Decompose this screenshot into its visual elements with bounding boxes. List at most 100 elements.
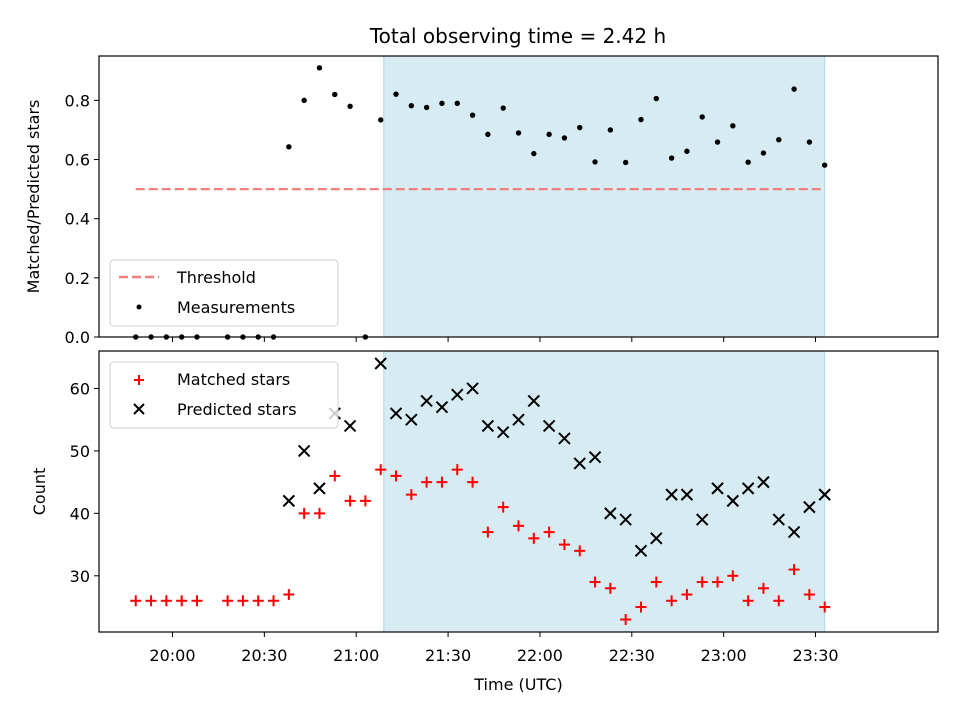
predicted-star-point [558, 432, 571, 445]
matched-star-point [620, 614, 632, 626]
predicted-star-point [803, 500, 816, 514]
bottom-y-tick-label: 50 [70, 442, 90, 461]
x-tick-label: 20:00 [149, 646, 195, 665]
measurement-point [776, 137, 782, 143]
matched-star-point [421, 476, 433, 488]
measurement-point [393, 91, 399, 97]
bottom-legend: Matched stars Predicted stars [109, 361, 339, 429]
measurement-point [332, 91, 338, 98]
matched-star-point [513, 520, 524, 532]
measurement-point [791, 86, 797, 92]
predicted-stars-points [282, 357, 831, 558]
predicted-star-point [711, 482, 724, 495]
threshold-legend-label: Threshold [176, 268, 256, 287]
matched-stars-points [130, 464, 831, 626]
matched-star-point [191, 595, 203, 607]
bottom-y-tick-label: 40 [70, 504, 90, 523]
x-tick-label: 21:30 [425, 646, 471, 665]
bottom-y-tick-label: 60 [70, 379, 90, 398]
measurement-point [684, 148, 690, 154]
matched-star-point [160, 595, 172, 607]
predicted-star-point [604, 507, 617, 520]
measurement-point [439, 100, 445, 107]
top-legend-box [109, 259, 339, 327]
matched-star-point [803, 589, 815, 601]
measurement-point [699, 114, 705, 120]
x-axis-label: Time (UTC) [473, 675, 562, 694]
measurement-point [485, 131, 491, 138]
measurement-point [668, 155, 675, 161]
matched-star-point [712, 576, 724, 588]
measurement-point [806, 139, 813, 145]
matched-star-point [451, 464, 463, 476]
matched-legend-marker [134, 375, 144, 385]
bottom-y-axis-label: Count [30, 468, 49, 516]
measurement-point [622, 159, 629, 166]
matched-star-point [543, 526, 555, 538]
predicted-star-point [772, 513, 785, 526]
matched-star-point [298, 507, 310, 519]
predicted-star-point [650, 532, 663, 545]
bottom-y-tick-label: 30 [70, 567, 90, 586]
measurement-point [714, 139, 721, 145]
measurement-point [577, 124, 583, 131]
matched-star-point [436, 476, 448, 488]
measurement-point [286, 144, 292, 150]
predicted-star-point [726, 494, 740, 508]
predicted-star-point [466, 382, 479, 395]
predicted-star-point [696, 513, 709, 526]
matched-star-point [482, 526, 494, 538]
matched-star-point [681, 589, 693, 601]
top-y-axis: 0.0 0.2 0.4 0.6 0.8 [65, 91, 99, 347]
measurements-legend-marker [136, 304, 142, 310]
predicted-star-point [405, 413, 418, 426]
matched-legend-label: Matched stars [177, 370, 290, 389]
predicted-star-point [588, 450, 602, 464]
predicted-star-point [665, 488, 678, 501]
measurement-point [607, 127, 614, 133]
top-y-axis-label: Matched/Predicted stars [24, 100, 43, 294]
top-highlight-span [383, 55, 826, 338]
predicted-star-point [297, 444, 311, 458]
measurement-point [378, 117, 384, 123]
matched-star-point [145, 595, 157, 607]
predicted-star-point [619, 513, 632, 526]
predicted-star-point [435, 400, 449, 414]
matched-star-point [375, 464, 387, 476]
predicted-star-point [374, 357, 387, 370]
top-axes-frame [98, 55, 939, 338]
x-tick-label: 23:00 [701, 646, 747, 665]
measurement-point [822, 162, 828, 168]
top-y-tick-label: 0.6 [65, 151, 90, 170]
predicted-star-point [282, 494, 296, 508]
bottom-legend-box [109, 361, 339, 429]
chart-title: Total observing time = 2.42 h [369, 24, 666, 48]
matched-star-point [558, 539, 570, 551]
measurement-point [515, 130, 522, 136]
matched-star-point [405, 489, 417, 501]
matched-star-point [237, 595, 249, 607]
matched-star-point [130, 595, 142, 607]
matched-star-point [497, 501, 509, 513]
predicted-star-point [527, 394, 541, 408]
matched-star-point [252, 595, 264, 607]
matched-star-point [222, 595, 234, 607]
measurement-point [531, 150, 537, 157]
measurements-legend-label: Measurements [177, 298, 295, 317]
measurement-point [561, 135, 568, 141]
matched-star-point [176, 595, 188, 607]
bottom-highlight-span [383, 350, 826, 633]
measurement-point [408, 102, 415, 109]
measurement-point [469, 112, 476, 118]
matched-star-point [727, 570, 739, 582]
matched-star-point [390, 470, 402, 482]
measurement-point [653, 95, 659, 102]
measurement-point [500, 105, 506, 111]
matched-star-point [604, 582, 616, 594]
matched-star-point [283, 589, 295, 601]
matched-star-point [666, 595, 678, 607]
predicted-star-point [496, 425, 510, 439]
measurement-point [592, 159, 598, 165]
x-tick-label: 20:30 [241, 646, 287, 665]
